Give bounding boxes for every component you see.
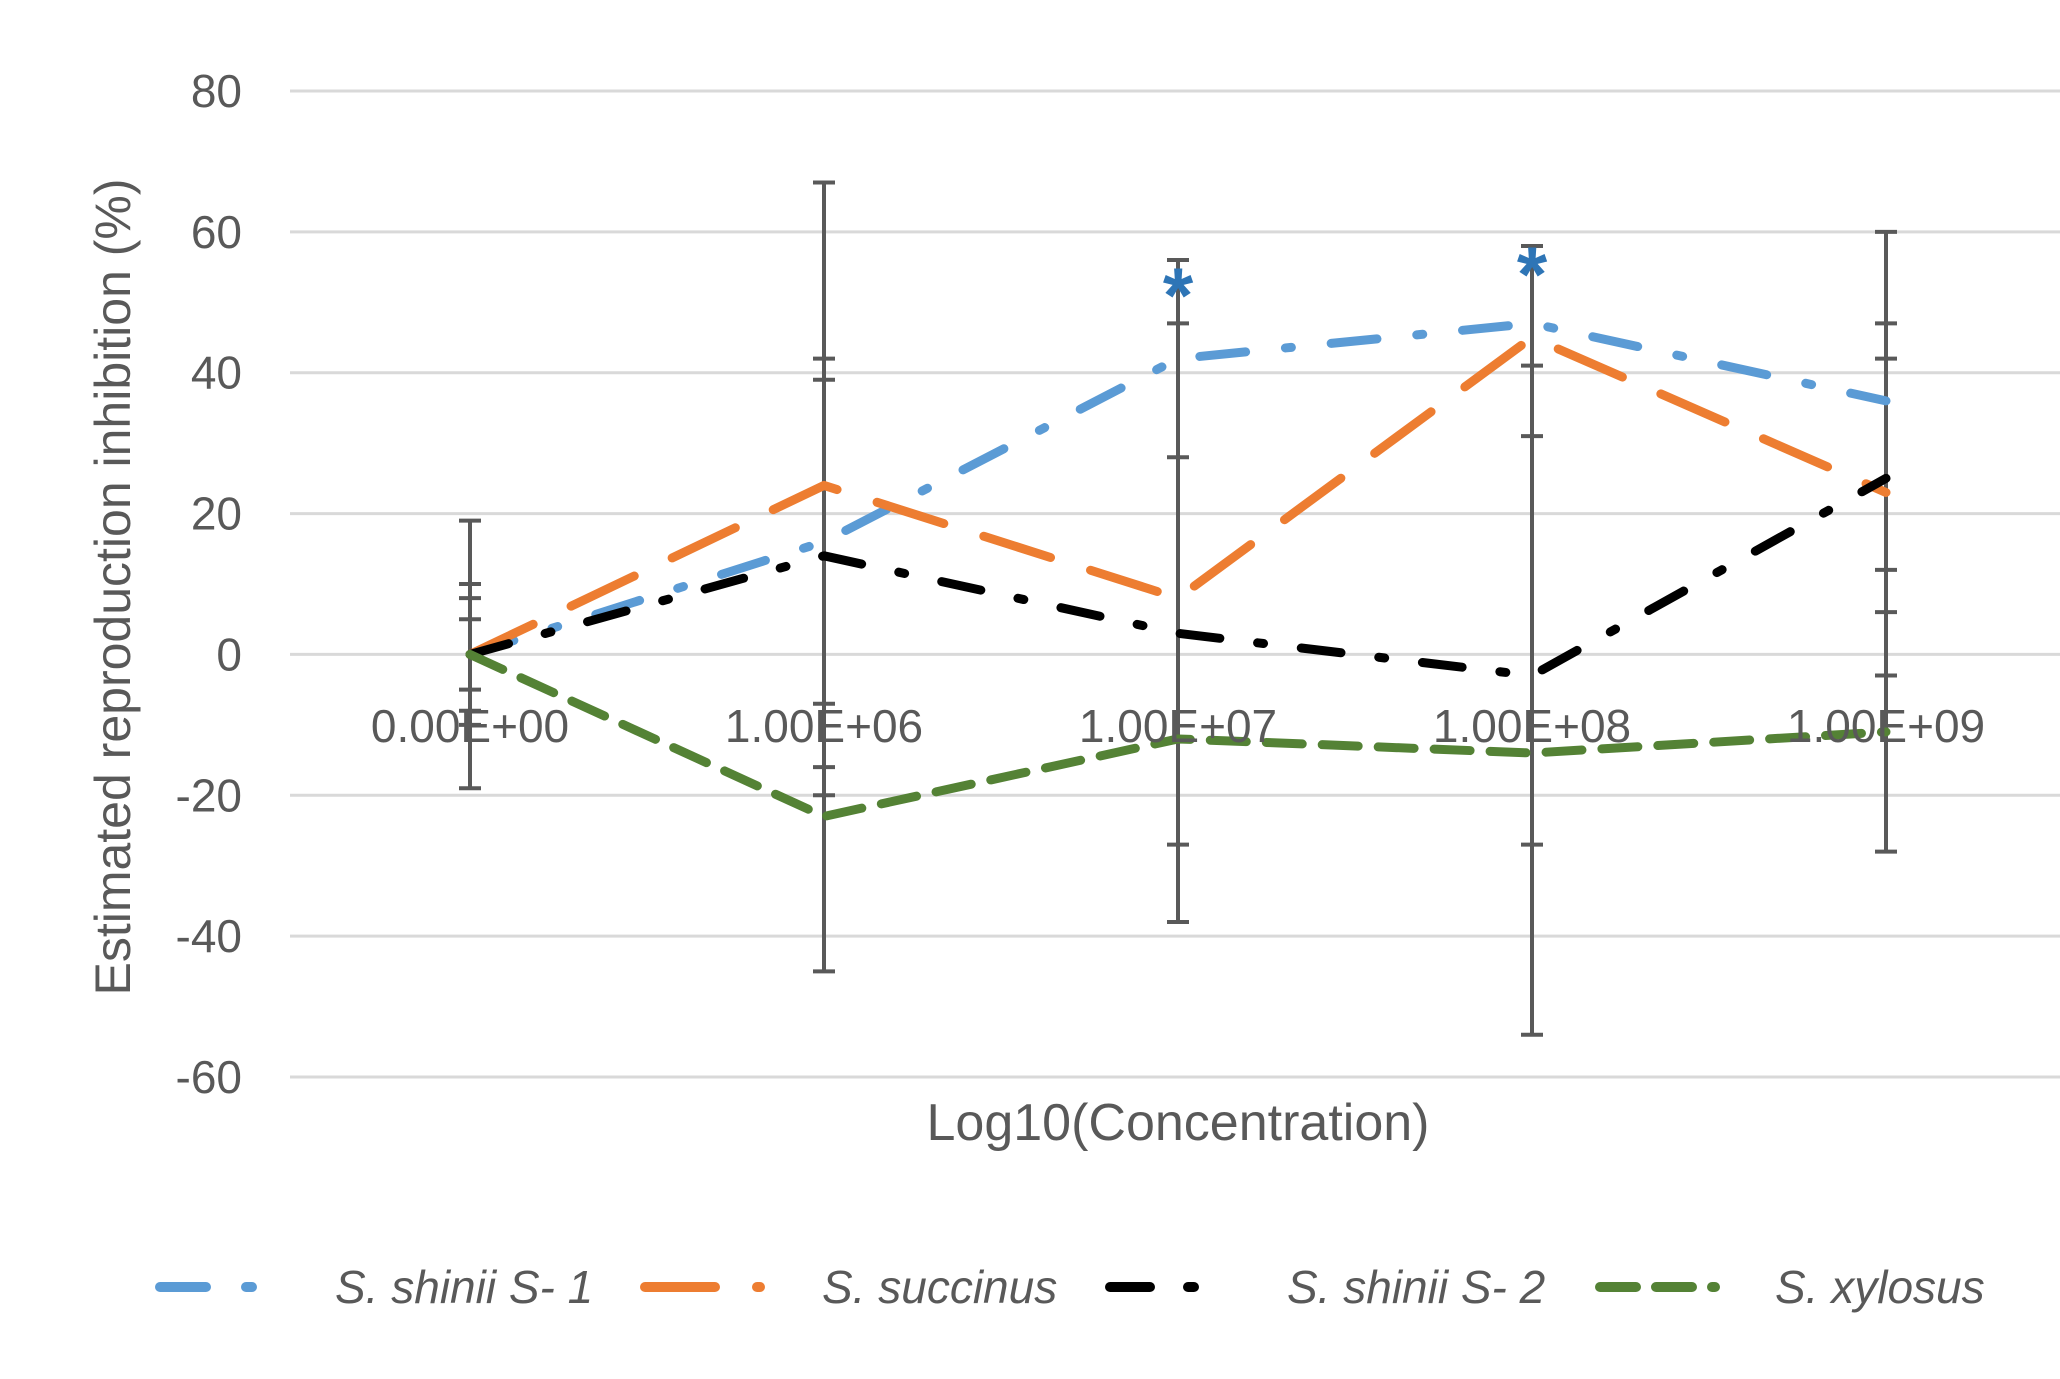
- legend-item: S. shinii S- 1: [155, 1261, 593, 1313]
- annotations: * *: [1163, 230, 1548, 339]
- error-bar: [1521, 243, 1543, 1037]
- y-tick-label: 40: [191, 347, 242, 399]
- legend-item: S. xylosus: [1595, 1261, 1985, 1313]
- error-bar: [813, 180, 835, 974]
- error-bars: [459, 180, 1897, 1037]
- y-tick-label: -20: [176, 769, 242, 821]
- legend-label: S. shinii S- 1: [335, 1261, 593, 1313]
- x-axis-ticks: 0.00E+00 1.00E+06 1.00E+07 1.00E+08 1.00E+09: [371, 700, 1985, 752]
- x-tick-label: 1.00E+09: [1787, 700, 1985, 752]
- y-tick-label: -40: [176, 910, 242, 962]
- gridlines: [290, 89, 2060, 1079]
- y-tick-label: 20: [191, 488, 242, 540]
- y-tick-label: 60: [191, 206, 242, 258]
- x-tick-label: 0.00E+00: [371, 700, 569, 752]
- error-bar: [1875, 229, 1897, 854]
- legend-label: S. shinii S- 2: [1287, 1261, 1545, 1313]
- y-tick-label: 80: [191, 65, 242, 117]
- significance-asterisk: *: [1517, 230, 1548, 318]
- y-axis-ticks: 80 60 40 20 0 -20 -40 -60: [176, 65, 242, 1103]
- series-lines: [465, 318, 1891, 821]
- y-axis-label: Estimated reproduction inhibition (%): [85, 178, 141, 995]
- x-tick-label: 1.00E+07: [1079, 700, 1277, 752]
- x-axis-label: Log10(Concentration): [927, 1094, 1430, 1152]
- x-tick-label: 1.00E+06: [725, 700, 923, 752]
- legend-label: S. succinus: [822, 1261, 1057, 1313]
- legend-label: S. xylosus: [1775, 1261, 1985, 1313]
- y-tick-label: 0: [216, 628, 242, 680]
- legend-item: S. succinus: [640, 1261, 1057, 1313]
- significance-asterisk: *: [1163, 251, 1194, 339]
- legend: S. shinii S- 1 S. succinus S. shinii S- 2 S…: [155, 1261, 1985, 1313]
- error-bar: [1167, 258, 1189, 925]
- x-tick-label: 1.00E+08: [1433, 700, 1631, 752]
- series-line-2: [465, 333, 1891, 659]
- legend-item: S. shinii S- 2: [1105, 1261, 1545, 1313]
- y-tick-label: -60: [176, 1051, 242, 1103]
